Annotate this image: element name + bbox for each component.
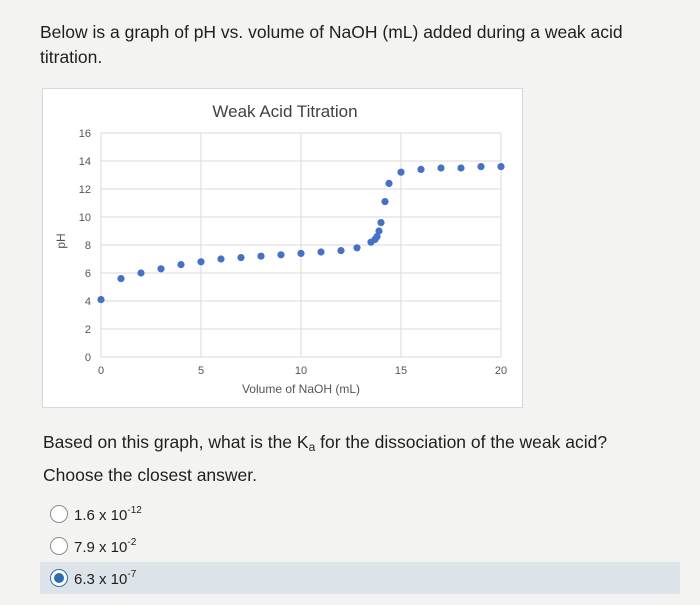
data-point: [397, 168, 405, 176]
grid: [100, 132, 502, 358]
data-point: [377, 219, 385, 227]
data-point: [297, 249, 305, 257]
y-axis-label: pH: [54, 233, 68, 248]
question-after: for the dissociation of the weak acid? C…: [43, 432, 608, 485]
data-point: [217, 255, 225, 263]
answer-option-label: 1.6 x 10-12: [74, 505, 142, 524]
question-text: Based on this graph, what is the Ka for …: [43, 428, 663, 489]
answer-mantissa: 6.3 x 10: [74, 570, 128, 588]
x-axis-label: Volume of NaOH (mL): [242, 382, 360, 396]
data-point: [437, 164, 445, 172]
data-point: [117, 275, 125, 283]
answer-option-1[interactable]: 1.6 x 10-12: [40, 498, 670, 530]
answer-option-label: 6.3 x 10-7: [74, 569, 136, 588]
x-tick-label: 5: [198, 365, 204, 377]
radio-selected-icon: [54, 573, 64, 583]
radio-button[interactable]: [50, 537, 68, 555]
answer-option-3[interactable]: 6.3 x 10-7: [40, 562, 680, 594]
answer-exponent: -7: [127, 568, 137, 580]
data-point: [381, 198, 389, 206]
x-axis-ticks: 0 5 10 15 20: [98, 365, 507, 377]
answer-options: 1.6 x 10-12 7.9 x 10-2 6.3 x 10-7: [40, 498, 680, 594]
answer-option-2[interactable]: 7.9 x 10-2: [40, 530, 670, 562]
y-tick-label: 0: [85, 352, 91, 364]
data-point: [137, 269, 145, 277]
data-point: [317, 248, 325, 256]
x-tick-label: 20: [495, 365, 507, 377]
answer-option-label: 7.9 x 10-2: [74, 537, 136, 556]
x-tick-label: 15: [395, 365, 407, 377]
data-point: [257, 252, 265, 260]
chart-container: Weak Acid Titration 0 2 4 6 8 10 12 14 16 0 5 10 15…: [42, 88, 523, 408]
x-tick-label: 0: [98, 365, 104, 377]
answer-mantissa: 1.6 x 10: [74, 506, 128, 524]
chart-title: Weak Acid Titration: [212, 102, 357, 121]
data-point: [477, 163, 485, 171]
data-points: [97, 163, 505, 304]
data-point: [177, 261, 185, 269]
data-point: [385, 179, 393, 187]
data-point: [197, 258, 205, 266]
radio-button[interactable]: [50, 505, 68, 523]
data-point: [375, 227, 383, 235]
data-point: [497, 163, 505, 171]
question-subscript: a: [308, 440, 316, 454]
data-point: [277, 251, 285, 259]
data-point: [337, 247, 345, 255]
question-before: Based on this graph, what is the K: [43, 432, 309, 452]
y-tick-label: 4: [85, 296, 91, 308]
answer-exponent: -12: [127, 504, 142, 516]
y-tick-label: 12: [79, 184, 91, 196]
answer-mantissa: 7.9 x 10: [74, 538, 128, 556]
data-point: [97, 296, 105, 304]
data-point: [417, 165, 425, 173]
data-point: [237, 254, 245, 262]
data-point: [373, 233, 381, 241]
data-point: [457, 164, 465, 172]
answer-exponent: -2: [127, 536, 137, 548]
y-tick-label: 16: [79, 128, 91, 140]
y-tick-label: 14: [79, 156, 91, 168]
y-axis-ticks: 0 2 4 6 8 10 12 14 16: [79, 128, 91, 364]
y-tick-label: 8: [85, 240, 91, 252]
x-tick-label: 10: [295, 365, 307, 377]
y-tick-label: 10: [79, 212, 91, 224]
titration-chart: Weak Acid Titration 0 2 4 6 8 10 12 14 16 0 5 10 15…: [54, 102, 507, 396]
data-point: [353, 244, 361, 252]
data-point: [157, 265, 165, 273]
y-tick-label: 2: [85, 324, 91, 336]
radio-button[interactable]: [50, 569, 68, 587]
y-tick-label: 6: [85, 268, 91, 280]
intro-text: Below is a graph of pH vs. volume of NaO…: [40, 22, 623, 67]
